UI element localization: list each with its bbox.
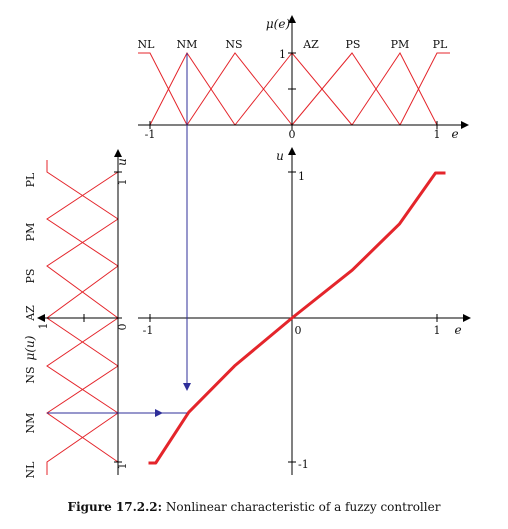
left-set-label-ps: PS: [24, 269, 37, 284]
left-tick-label-zero: 0: [116, 324, 129, 331]
top-set-label-ns: NS: [225, 38, 242, 51]
left-u-axis-label: u: [115, 158, 129, 166]
left-set-label-az: AZ: [24, 305, 37, 322]
left-set-label-nl: NL: [24, 461, 37, 479]
left-set-label-nm: NM: [24, 413, 37, 434]
left-set-label-pm: PM: [24, 223, 37, 242]
main-tick-label-zero: 0: [295, 324, 302, 337]
top-e-axis-label: e: [451, 127, 458, 141]
top-set-label-nm: NM: [177, 38, 198, 51]
top-membership-plot: μ(e) 1 -1 0 1 e NL NM NS AZ PS PM PL: [138, 15, 469, 141]
top-tick-label-mu-one: 1: [279, 48, 286, 61]
figure: μ(e) 1 -1 0 1 e NL NM NS AZ PS PM PL PL: [23, 15, 471, 479]
top-mu-axis-label: μ(e): [266, 17, 291, 31]
characteristic-curve-line: [148, 171, 446, 465]
main-tick-label-u-one: 1: [298, 170, 305, 183]
left-set-nm: [46, 365, 119, 463]
top-tick-label-zero: 0: [289, 128, 296, 141]
left-set-nl: [46, 412, 119, 475]
left-set-ns: [46, 317, 119, 414]
left-tick-label-one-top: 1: [116, 179, 129, 186]
main-e-axis-label: e: [454, 323, 461, 337]
main-tick-label-u-minus-one: -1: [298, 458, 309, 471]
top-set-pl: [399, 52, 450, 126]
top-set-label-pm: PM: [391, 38, 410, 51]
caption-prefix: Figure 17.2.2:: [67, 500, 163, 514]
left-set-pl: [46, 160, 119, 220]
top-set-nm: [149, 52, 236, 126]
left-set-ps: [46, 218, 119, 319]
top-set-label-az: AZ: [302, 38, 319, 51]
left-set-label-ns: NS: [24, 366, 37, 383]
top-set-label-pl: PL: [433, 38, 448, 51]
top-tick-label-minus-one: -1: [145, 128, 156, 141]
top-set-label-nl: NL: [138, 38, 156, 51]
top-fuzzy-sets: [138, 52, 450, 126]
top-set-nl: [138, 52, 188, 126]
left-set-az: [46, 265, 119, 367]
main-characteristic-plot: u 1 -1 -1 0 1 e: [138, 147, 471, 475]
left-set-pm: [46, 171, 119, 267]
top-set-ps: [291, 52, 401, 126]
top-tick-label-one: 1: [434, 128, 441, 141]
left-membership-plot: PL PM PS AZ NS NM NL μ(u) 1 0 1 u 1: [23, 149, 129, 479]
main-u-axis-label: u: [276, 149, 284, 163]
mapping-arrows: [47, 53, 191, 417]
left-tick-label-one-bottom: 1: [116, 463, 129, 470]
left-set-label-pl: PL: [24, 172, 37, 187]
main-tick-label-minus-one: -1: [143, 324, 154, 337]
top-set-pm: [351, 52, 438, 126]
top-set-label-ps: PS: [346, 38, 361, 51]
left-mu-axis-label: μ(u): [23, 335, 37, 360]
characteristic-curve: [148, 171, 446, 465]
main-tick-label-one: 1: [434, 324, 441, 337]
caption-text: Nonlinear characteristic of a fuzzy cont…: [162, 500, 441, 514]
figure-caption: Figure 17.2.2: Nonlinear characteristic …: [0, 500, 508, 514]
top-set-ns: [186, 52, 293, 126]
left-tick-label-one-left: 1: [37, 323, 50, 330]
